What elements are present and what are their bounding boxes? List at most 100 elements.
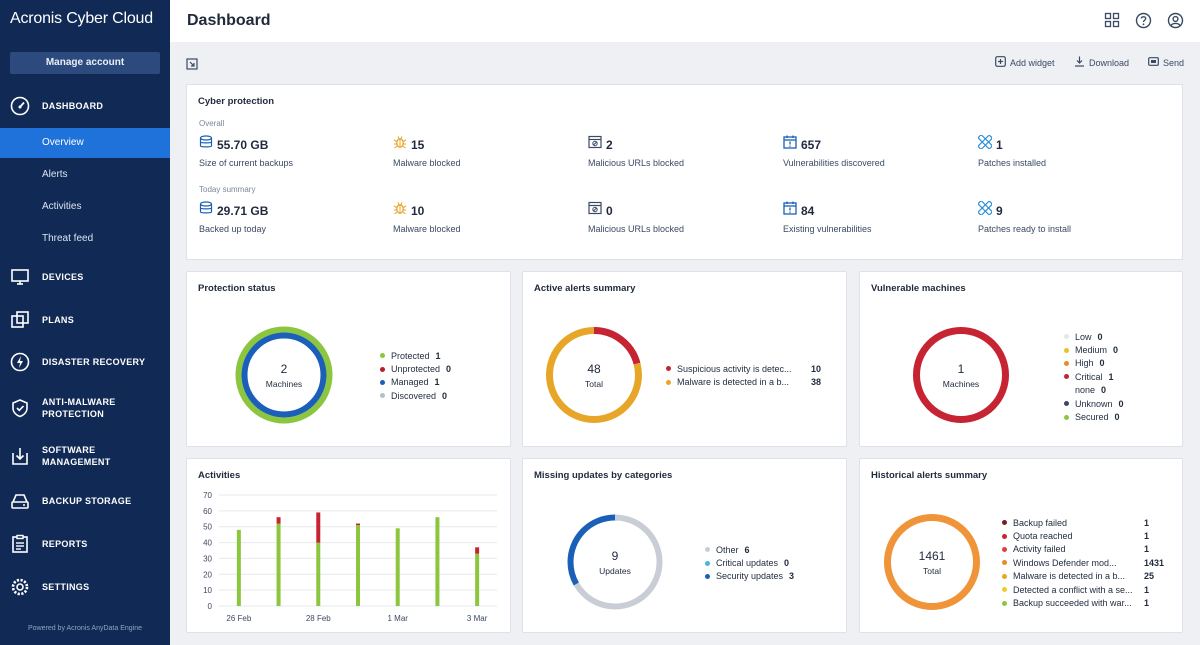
legend-label: Managed xyxy=(391,377,429,388)
donut-segment xyxy=(546,327,642,423)
legend-label: Quota reached xyxy=(1013,531,1073,542)
nav-disaster-recovery[interactable]: DISASTER RECOVERY xyxy=(0,351,170,373)
metric-value: 1 xyxy=(996,137,1003,152)
nav-settings[interactable]: SETTINGS xyxy=(0,576,170,598)
metric-value: 10 xyxy=(411,203,425,218)
browser-block-icon xyxy=(588,135,602,154)
legend-count: 1 xyxy=(1144,544,1150,555)
legend: Suspicious activity is detec... 10 Malware… xyxy=(666,362,821,389)
legend: Backup failed 1 Quota reached 1 Activity fai… xyxy=(1002,516,1164,610)
x-tick-label: 28 Feb xyxy=(306,614,331,623)
sidebar-item-alerts[interactable]: Alerts xyxy=(42,169,68,180)
bar-succeeded xyxy=(475,553,480,606)
legend-item: Discovered 0 xyxy=(380,389,451,402)
add-widget-button[interactable]: Add widget xyxy=(995,56,1055,69)
legend-item: Unknown 0 xyxy=(1064,397,1124,410)
legend-label: Other xyxy=(716,544,739,555)
nav-dashboard-label: DASHBOARD xyxy=(42,101,104,111)
legend-item: Managed 1 xyxy=(380,376,451,389)
bar-succeeded xyxy=(276,523,281,606)
nav-software-management[interactable]: SOFTWARE MANAGEMENT xyxy=(0,443,170,469)
nav-anti-malware[interactable]: ANTI-MALWARE PROTECTION xyxy=(0,395,170,421)
legend-dot xyxy=(1064,360,1069,366)
center-value: 9 xyxy=(611,549,619,563)
send-button[interactable]: Send xyxy=(1148,56,1184,69)
legend-count: 0 xyxy=(1099,358,1105,369)
sidebar-item-activities[interactable]: Activities xyxy=(42,201,82,212)
legend-dot xyxy=(666,366,671,372)
legend-item: Protected 1 xyxy=(380,349,451,362)
y-tick-label: 50 xyxy=(203,523,212,532)
legend-label: Low xyxy=(1075,331,1092,342)
nav-devices[interactable]: DEVICES xyxy=(0,266,170,288)
help-icon[interactable] xyxy=(1135,12,1152,29)
center-value: 2 xyxy=(280,362,288,376)
legend-label: Discovered xyxy=(391,390,437,401)
alerts-donut xyxy=(546,327,642,423)
nav-backup-storage[interactable]: BACKUP STORAGE xyxy=(0,490,170,512)
metric-label: Malicious URLs blocked xyxy=(588,158,685,168)
legend-dot xyxy=(666,379,671,385)
nav-reports[interactable]: REPORTS xyxy=(0,533,170,555)
sidebar-item-threat-feed[interactable]: Threat feed xyxy=(42,233,94,244)
legend-count: 1 xyxy=(1144,598,1150,609)
metric-overall-0: 55.70 GB Size of current backups xyxy=(199,135,389,168)
widget-title: Protection status xyxy=(198,283,276,294)
metric-value: 84 xyxy=(801,203,815,218)
legend-label: Malware is detected in a b... xyxy=(1013,571,1126,582)
metric-value: 9 xyxy=(996,203,1003,218)
brand-logo: Acronis Cyber Cloud xyxy=(10,10,153,27)
y-tick-label: 40 xyxy=(203,539,212,548)
legend-label: Activity failed xyxy=(1013,544,1066,555)
legend-label: Backup succeeded with war... xyxy=(1013,598,1132,609)
nav-dashboard[interactable]: DASHBOARD xyxy=(0,95,170,117)
nav-plans[interactable]: PLANS xyxy=(0,309,170,331)
center-label: Total xyxy=(585,379,603,389)
metric-value: 0 xyxy=(606,203,613,218)
y-tick-label: 20 xyxy=(203,570,212,579)
legend-dot xyxy=(1064,347,1069,353)
add-widget-label: Add widget xyxy=(1010,57,1055,68)
legend-count: 1 xyxy=(434,377,440,388)
powered-by-text: Powered by Acronis AnyData Engine xyxy=(27,625,142,632)
bar-succeeded xyxy=(395,528,400,606)
donut-center: 2 Machines xyxy=(235,362,333,389)
shield-icon xyxy=(9,397,31,419)
metric-today-4: 9 Patches ready to install xyxy=(977,200,1168,234)
legend-item: Security updates 3 xyxy=(705,570,794,583)
y-tick-label: 30 xyxy=(203,554,212,563)
legend-count: 0 xyxy=(1101,385,1107,396)
manage-account-button[interactable]: Manage account xyxy=(10,52,160,74)
page-title: Dashboard xyxy=(187,12,271,29)
legend-count: 38 xyxy=(811,377,822,388)
vulnerable-machines-widget: Vulnerable machines 1 Machines Low 0 Mediu… xyxy=(859,271,1183,447)
calendar-alert-icon xyxy=(783,201,797,220)
protection-donut xyxy=(235,326,333,424)
legend-dot xyxy=(380,393,385,399)
legend-item: Critical updates 0 xyxy=(705,556,794,569)
patch-icon xyxy=(977,134,993,154)
legend-label: Unknown xyxy=(1075,398,1113,409)
legend-dot xyxy=(1002,520,1007,526)
legend-count: 0 xyxy=(1118,398,1124,409)
donut-segment xyxy=(567,514,663,610)
metric-label: Backed up today xyxy=(199,224,267,234)
center-value: 1461 xyxy=(918,549,946,563)
download-button[interactable]: Download xyxy=(1074,56,1129,69)
legend-count: 0 xyxy=(784,558,790,569)
legend-label: Backup failed xyxy=(1013,517,1068,528)
sidebar-item-overview[interactable]: Overview xyxy=(0,128,170,158)
legend-label: Security updates xyxy=(716,571,784,582)
account-icon[interactable] xyxy=(1167,12,1184,29)
legend-item: Malware is detected in a b... 38 xyxy=(666,375,821,388)
expand-icon[interactable] xyxy=(186,57,198,75)
legend-count: 25 xyxy=(1144,571,1155,582)
legend-count: 0 xyxy=(1114,412,1120,423)
protection-status-widget: Protection status 2 Machines Protected 1 U… xyxy=(186,271,511,447)
today-summary-label: Today summary xyxy=(199,185,256,194)
legend-item: Medium 0 xyxy=(1064,343,1124,356)
y-tick-label: 10 xyxy=(203,586,212,595)
activities-bar-chart: 70 60 50 40 30 20 10 0 26 Feb 28 Feb 1 Mar 3 Mar xyxy=(203,491,497,623)
grid-icon[interactable] xyxy=(1104,12,1121,29)
bar-succeeded xyxy=(236,529,241,606)
